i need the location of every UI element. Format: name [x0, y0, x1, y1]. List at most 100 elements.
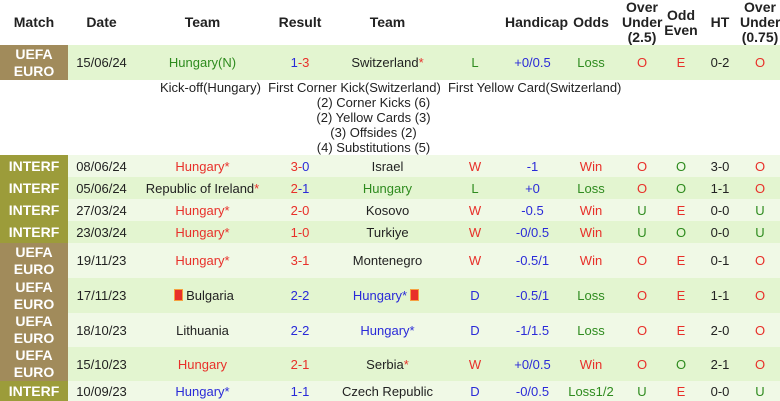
- win-loss: W: [445, 155, 505, 177]
- match-row[interactable]: INTERF 27/03/24 Hungary* 2-0 Kosovo W -0.5 Win U…: [0, 199, 780, 221]
- match-date: 15/10/23: [68, 347, 135, 381]
- odds-result: Win: [560, 221, 622, 243]
- win-loss: D: [445, 278, 505, 313]
- away-team-link[interactable]: Turkiye: [366, 224, 409, 240]
- competition-badge-text: UEFA EURO: [13, 45, 55, 79]
- home-team: Bulgaria: [135, 278, 270, 313]
- match-row[interactable]: INTERF 08/06/24 Hungary* 3-0 Israel W -1 Win O O 3…: [0, 155, 780, 177]
- score-part: 1: [302, 356, 310, 372]
- home-team-link[interactable]: Hungary*: [175, 383, 230, 399]
- score-part: 3-: [290, 253, 303, 268]
- match-row[interactable]: INTERF 23/03/24 Hungary* 1-0 Turkiye W -0/0.5 W…: [0, 221, 780, 243]
- over-under-075: O: [740, 45, 780, 80]
- over-under-25: O: [622, 243, 662, 278]
- odds-result: Loss: [560, 278, 622, 313]
- competition-badge-text: INTERF: [8, 179, 60, 196]
- result-score[interactable]: 2-1: [270, 347, 330, 381]
- over-under-075: U: [740, 221, 780, 243]
- home-team-link[interactable]: Republic of Ireland: [145, 180, 255, 196]
- detail-spacer: [622, 80, 780, 155]
- result-score[interactable]: 2-2: [270, 278, 330, 313]
- home-team-link[interactable]: Hungary*: [175, 158, 230, 174]
- score-part: 2: [290, 180, 298, 196]
- match-row[interactable]: INTERF 05/06/24 Republic of Ireland* 2-1 Hun…: [0, 177, 780, 199]
- match-stats: Kick-off(Hungary) First Corner Kick(Swit…: [135, 80, 622, 155]
- over-under-25: O: [622, 313, 662, 347]
- win-loss: W: [445, 347, 505, 381]
- home-team-link[interactable]: Hungary: [177, 356, 228, 372]
- competition-badge-text: UEFA EURO: [13, 243, 55, 277]
- over-under-075: U: [740, 199, 780, 221]
- odds-result: Win: [560, 199, 622, 221]
- result-score[interactable]: 3-1: [270, 243, 330, 278]
- result-score[interactable]: 1-1: [270, 381, 330, 401]
- handicap: -1/1.5: [505, 313, 560, 347]
- home-team-link[interactable]: Bulgaria: [186, 288, 234, 303]
- away-team: Israel: [330, 155, 445, 177]
- header-match: Match: [0, 0, 68, 45]
- home-team-link[interactable]: Lithuania: [176, 322, 229, 338]
- odd-even: O: [662, 177, 700, 199]
- home-team-link[interactable]: Hungary*: [175, 224, 230, 240]
- handicap: +0/0.5: [505, 45, 560, 80]
- odd-even: E: [662, 45, 700, 80]
- away-team-link[interactable]: Montenegro: [352, 253, 423, 268]
- result-score[interactable]: 1-0: [270, 221, 330, 243]
- away-team: Switzerland*: [330, 45, 445, 80]
- home-team-link[interactable]: Hungary*: [175, 202, 230, 218]
- half-time-score: 2-1: [700, 347, 740, 381]
- header-home-team: Team: [135, 0, 270, 45]
- match-date-text: 15/06/24: [76, 55, 127, 70]
- away-team-link[interactable]: Kosovo: [365, 202, 410, 218]
- match-row[interactable]: UEFA EURO 17/11/23 Bulgaria 2-2 Hungary* D -0.…: [0, 278, 780, 313]
- match-row[interactable]: UEFA EURO 18/10/23 Lithuania 2-2 Hungary* D -1…: [0, 313, 780, 347]
- away-team: Montenegro: [330, 243, 445, 278]
- away-team-link[interactable]: Hungary*: [360, 322, 415, 338]
- result-score[interactable]: 3-0: [270, 155, 330, 177]
- away-team-link[interactable]: Czech Republic: [341, 383, 434, 399]
- result-score[interactable]: 2-0: [270, 199, 330, 221]
- away-team-link[interactable]: Israel: [371, 158, 404, 174]
- result-score[interactable]: 2-1: [270, 177, 330, 199]
- odd-even: E: [662, 381, 700, 401]
- away-team-link[interactable]: Hungary: [362, 180, 413, 196]
- half-time-score: 2-0: [700, 313, 740, 347]
- score-part: 1-: [290, 224, 303, 240]
- score-part: 2-: [290, 356, 303, 372]
- competition-badge: INTERF: [0, 155, 68, 177]
- home-team-link[interactable]: Hungary(N): [168, 55, 237, 70]
- score-part: 2: [302, 288, 310, 303]
- match-date: 08/06/24: [68, 155, 135, 177]
- match-row[interactable]: UEFA EURO 15/06/24 Hungary(N) 1-3 Switzerlan…: [0, 45, 780, 80]
- score-part: 0: [302, 224, 310, 240]
- detail-line: Kick-off(Hungary) First Corner Kick(Swit…: [160, 80, 622, 95]
- win-loss: L: [445, 177, 505, 199]
- home-team-link[interactable]: Hungary*: [175, 253, 230, 268]
- detail-line: (4) Substitutions (5): [316, 140, 431, 155]
- handicap: -0.5/1: [505, 278, 560, 313]
- away-team-link[interactable]: Serbia: [366, 356, 404, 372]
- odd-even: E: [662, 199, 700, 221]
- home-team: Hungary*: [135, 243, 270, 278]
- score-part: 1: [302, 383, 310, 399]
- header-ht: HT: [700, 0, 740, 45]
- home-team: Hungary*: [135, 381, 270, 401]
- competition-badge: UEFA EURO: [0, 243, 68, 278]
- home-team: Hungary*: [135, 221, 270, 243]
- result-score[interactable]: 1-3: [270, 45, 330, 80]
- match-row[interactable]: UEFA EURO 19/11/23 Hungary* 3-1 Montenegro W -…: [0, 243, 780, 278]
- match-row[interactable]: UEFA EURO 15/10/23 Hungary 2-1 Serbia* W +0/0.…: [0, 347, 780, 381]
- odd-even: O: [662, 155, 700, 177]
- away-team: Czech Republic: [330, 381, 445, 401]
- over-under-25: U: [622, 381, 662, 401]
- odd-even: E: [662, 278, 700, 313]
- result-score[interactable]: 2-2: [270, 313, 330, 347]
- away-team-link[interactable]: Hungary*: [352, 288, 408, 303]
- win-loss: W: [445, 243, 505, 278]
- odds-result: Loss: [560, 45, 622, 80]
- red-card-icon: [174, 289, 184, 301]
- score-part: 1: [302, 253, 310, 268]
- match-row[interactable]: INTERF 10/09/23 Hungary* 1-1 Czech Republic D…: [0, 381, 780, 401]
- header-away-team: Team: [330, 0, 445, 45]
- away-team-link[interactable]: Switzerland: [351, 55, 419, 70]
